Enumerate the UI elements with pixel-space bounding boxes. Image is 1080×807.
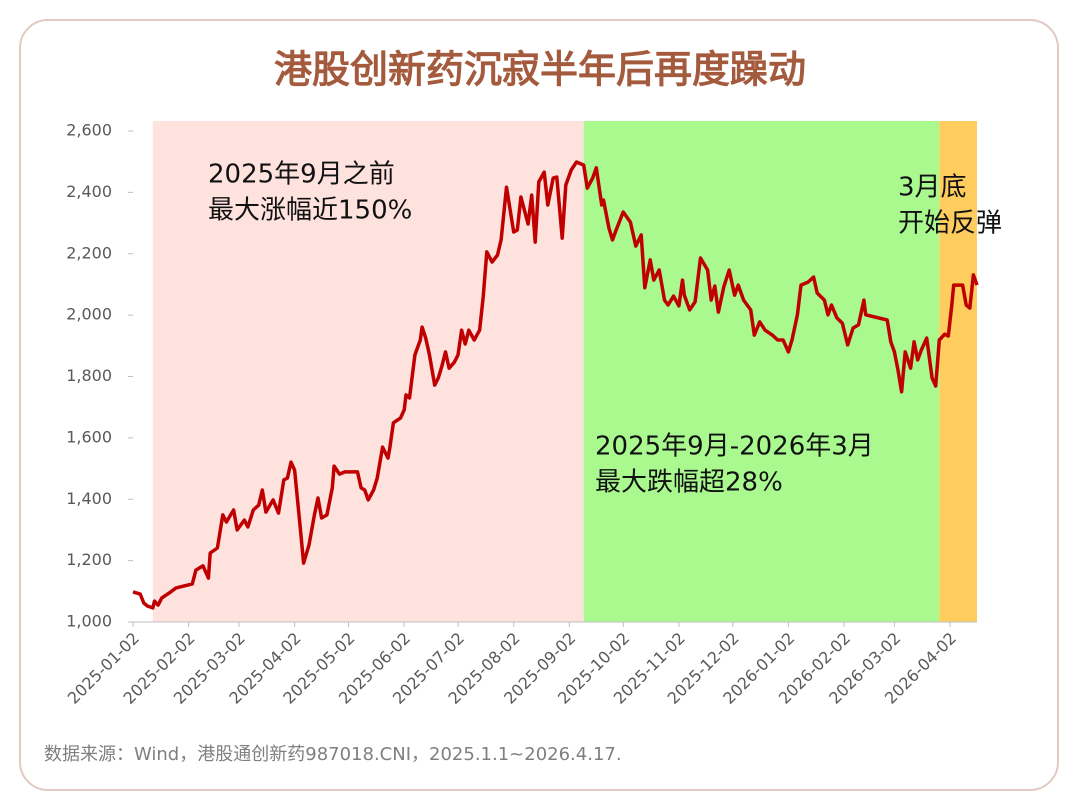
period-band	[583, 121, 940, 622]
source-note: 数据来源：Wind，港股通创新药987018.CNI，2025.1.1~2026…	[44, 744, 622, 765]
y-tick-label: 1,600	[66, 427, 112, 446]
chart-title: 港股创新药沉寂半年后再度躁动	[274, 48, 806, 92]
period-annotation: 2025年9月之前	[208, 160, 395, 190]
period-annotation: 开始反弹	[898, 209, 1002, 239]
y-tick-label: 1,800	[66, 366, 112, 385]
y-tick-label: 2,400	[66, 182, 112, 201]
price-line	[132, 160, 979, 610]
plot-area: 1,000 1,200 1,400 1,600 1,800 2,000 2,200 2,400…	[64, 121, 1002, 708]
period-annotation: 2025年9月-2026年3月	[595, 432, 874, 462]
y-tick-label: 2,200	[66, 243, 112, 262]
period-annotation: 3月底	[898, 173, 967, 203]
period-band	[939, 121, 977, 622]
period-annotation: 最大跌幅超28%	[595, 468, 783, 498]
y-tick-label: 1,400	[66, 489, 112, 508]
y-tick-label: 1,000	[66, 612, 112, 631]
y-tick-label: 1,200	[66, 550, 112, 569]
y-tick-label: 2,600	[66, 121, 112, 140]
y-tick-label: 2,000	[66, 305, 112, 324]
period-annotation: 最大涨幅近150%	[208, 196, 412, 226]
period-band	[152, 121, 584, 622]
